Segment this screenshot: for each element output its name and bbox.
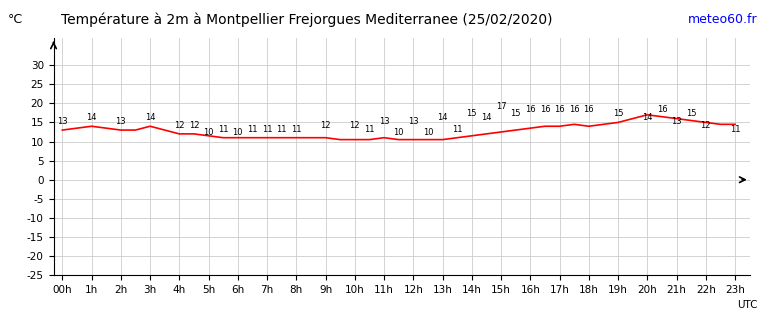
Text: 11: 11 [730,124,741,133]
Text: 15: 15 [467,109,477,118]
Text: 15: 15 [510,109,521,118]
Text: 17: 17 [496,102,506,111]
Text: 14: 14 [438,113,448,122]
Text: 13: 13 [379,117,389,126]
Text: 12: 12 [189,121,199,130]
Text: 13: 13 [671,117,682,126]
Text: 16: 16 [569,105,580,115]
Text: 12: 12 [174,121,184,130]
Text: 13: 13 [408,117,418,126]
Text: 11: 11 [218,124,229,133]
Text: 12: 12 [321,121,330,130]
Text: 16: 16 [584,105,594,115]
Text: 16: 16 [555,105,565,115]
Text: °C: °C [8,13,23,26]
Text: 14: 14 [86,113,97,122]
Text: 13: 13 [57,117,67,126]
Text: 12: 12 [701,121,711,130]
Text: 10: 10 [203,128,214,137]
Text: 16: 16 [525,105,536,115]
Text: meteo60.fr: meteo60.fr [688,13,757,26]
Text: 10: 10 [233,128,243,137]
Text: 15: 15 [613,109,623,118]
Text: 14: 14 [481,113,492,122]
Text: 11: 11 [291,124,301,133]
Text: 16: 16 [539,105,550,115]
Text: 11: 11 [364,124,375,133]
Text: 14: 14 [642,113,653,122]
Text: Température à 2m à Montpellier Frejorgues Mediterranee (25/02/2020): Température à 2m à Montpellier Frejorgue… [61,13,552,27]
Text: 12: 12 [350,121,360,130]
Text: UTC: UTC [737,300,757,310]
Text: 13: 13 [116,117,126,126]
Text: 10: 10 [393,128,404,137]
Text: 15: 15 [686,109,696,118]
Text: 11: 11 [452,124,463,133]
Text: 10: 10 [423,128,433,137]
Text: 11: 11 [262,124,272,133]
Text: 16: 16 [656,105,667,115]
Text: 11: 11 [276,124,287,133]
Text: 11: 11 [247,124,258,133]
Text: 14: 14 [145,113,155,122]
